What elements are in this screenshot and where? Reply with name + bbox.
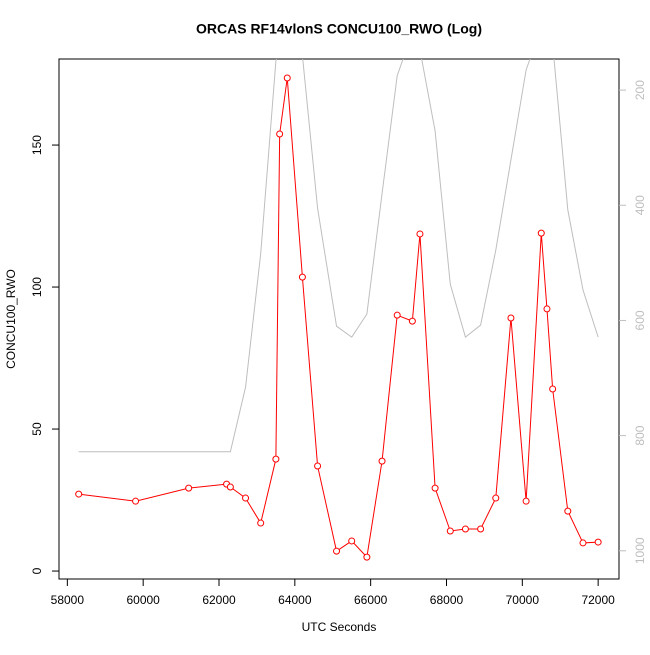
data-point: [537, 229, 545, 237]
y-axis-label: CONCU100_RWO: [4, 269, 18, 369]
data-point: [242, 494, 250, 502]
data-point: [564, 507, 572, 515]
data-point: [257, 519, 265, 527]
data-point: [477, 525, 485, 533]
data-point: [507, 314, 515, 322]
y-tick-label: 50: [30, 422, 44, 436]
y2-tick-label: 800: [633, 425, 647, 445]
x-tick-label: 60000: [126, 593, 160, 607]
series-line: [78, 77, 599, 559]
series-line: [78, 59, 599, 453]
plot-area: [75, 59, 602, 561]
y2-tick-label: 600: [633, 310, 647, 330]
x-tick-label: 68000: [430, 593, 464, 607]
y2-tick-label: 200: [633, 80, 647, 100]
x-tick-label: 64000: [278, 593, 312, 607]
data-point: [314, 462, 322, 470]
data-point: [393, 311, 401, 319]
x-axis-label: UTC Seconds: [302, 620, 377, 634]
data-point: [594, 538, 602, 546]
x-tick-label: 70000: [506, 593, 540, 607]
data-point: [431, 484, 439, 492]
y2-tick-label: 400: [633, 195, 647, 215]
y2-tick-label: 1000: [633, 537, 647, 564]
data-point: [408, 317, 416, 325]
data-point: [348, 537, 356, 545]
data-point: [492, 494, 500, 502]
data-point: [522, 497, 530, 505]
x-tick-label: 72000: [581, 593, 615, 607]
data-point: [226, 483, 234, 491]
y-tick-label: 150: [30, 135, 44, 155]
data-point: [185, 484, 193, 492]
x-tick-label: 66000: [354, 593, 388, 607]
data-point: [579, 539, 587, 547]
chart-title: ORCAS RF14vlonS CONCU100_RWO (Log): [196, 21, 482, 37]
data-point: [75, 490, 83, 498]
data-point: [272, 455, 280, 463]
data-point: [276, 130, 284, 138]
data-point: [543, 305, 551, 313]
data-point: [549, 385, 557, 393]
data-point: [416, 230, 424, 238]
data-point: [132, 497, 140, 505]
y-tick-label: 0: [30, 567, 44, 574]
data-point: [283, 74, 291, 82]
data-point: [461, 525, 469, 533]
data-point: [333, 547, 341, 555]
data-point: [446, 527, 454, 535]
data-point: [378, 457, 386, 465]
y-tick-label: 100: [30, 277, 44, 297]
x-tick-label: 62000: [202, 593, 236, 607]
x-tick-label: 58000: [51, 593, 85, 607]
data-point: [363, 553, 371, 561]
data-point: [298, 273, 306, 281]
